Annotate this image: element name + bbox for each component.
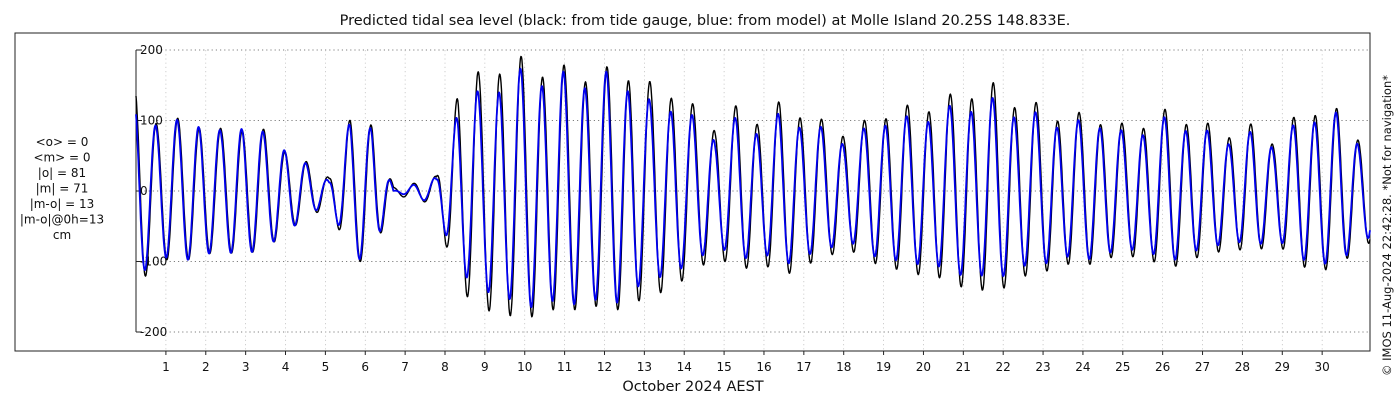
stat-line: |m-o| = 13: [30, 197, 95, 211]
x-tick-label: 7: [401, 360, 409, 374]
x-tick-label: 23: [1035, 360, 1050, 374]
x-tick-label: 8: [441, 360, 449, 374]
stat-line: <o> = 0: [36, 135, 89, 149]
x-tick-label: 12: [597, 360, 612, 374]
x-tick-label: 13: [637, 360, 652, 374]
x-tick-label: 22: [996, 360, 1011, 374]
chart-title: Predicted tidal sea level (black: from t…: [340, 13, 1071, 29]
x-tick-label: 10: [517, 360, 532, 374]
x-tick-label: 24: [1075, 360, 1090, 374]
x-tick-label: 28: [1235, 360, 1250, 374]
x-tick-label: 5: [322, 360, 330, 374]
x-tick-label: 4: [282, 360, 290, 374]
x-tick-label: 27: [1195, 360, 1210, 374]
stats-panel: <o> = 0 <m> = 0|o| = 81 |m| = 71|m-o| = 13…: [20, 135, 104, 242]
y-tick-label: -200: [140, 325, 167, 339]
stat-line: |o| = 81: [38, 166, 86, 180]
stat-line: |m| = 71: [36, 182, 89, 196]
y-tick-label: 100: [140, 114, 163, 128]
x-tick-label: 6: [361, 360, 369, 374]
outer-frame: [14, 32, 1371, 352]
x-tick-label: 26: [1155, 360, 1170, 374]
x-tick-label: 9: [481, 360, 489, 374]
x-tick-label: 14: [677, 360, 692, 374]
x-tick-label: 25: [1115, 360, 1130, 374]
x-axis-label: October 2024 AEST: [622, 379, 763, 395]
x-tick-label: 20: [916, 360, 931, 374]
series-tide-gauge-line: [135, 55, 1371, 318]
x-tick-label: 19: [876, 360, 891, 374]
x-tick-label: 29: [1275, 360, 1290, 374]
x-tick-label: 11: [557, 360, 572, 374]
stat-line: |m-o|@0h=13: [20, 213, 104, 227]
x-tick-label: 16: [756, 360, 771, 374]
x-tick-label: 2: [202, 360, 210, 374]
stat-line: <m> = 0: [33, 151, 90, 165]
credit-text: © IMOS 11-Aug-2024 22:42:28. *Not for na…: [1380, 75, 1394, 376]
x-tick-label: 17: [796, 360, 811, 374]
x-axis-ticks: 1 2 3 4 5 6 7 8 9 10 11 12 13 14 15 16 17 18 19 20 21 22 23 24 2…: [162, 351, 1330, 374]
series-model-line: [135, 67, 1371, 309]
x-tick-label: 18: [836, 360, 851, 374]
stat-line: cm: [53, 228, 71, 242]
y-tick-label: 0: [140, 184, 148, 198]
x-tick-label: 1: [162, 360, 170, 374]
x-tick-label: 15: [716, 360, 731, 374]
x-tick-label: 21: [956, 360, 971, 374]
x-tick-label: 30: [1315, 360, 1330, 374]
y-tick-label: 200: [140, 43, 163, 57]
x-tick-label: 3: [242, 360, 250, 374]
